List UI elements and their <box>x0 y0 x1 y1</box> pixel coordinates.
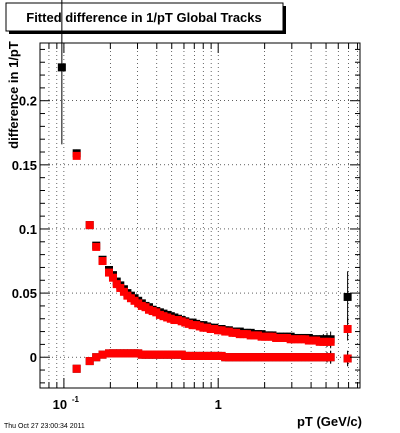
data-point <box>343 354 352 363</box>
plot-frame <box>39 42 361 389</box>
title-frame <box>5 2 284 32</box>
y-axis-label: difference in 1/pT <box>6 41 21 149</box>
data-point <box>326 337 335 346</box>
y-tick-label: 0 <box>30 350 37 365</box>
x-tick-label: 10 <box>53 397 67 412</box>
chart-title-box: Fitted difference in 1/pT Global Tracks <box>5 2 286 34</box>
data-point <box>98 257 107 266</box>
data-point <box>98 350 107 359</box>
data-point <box>72 364 81 373</box>
data-point <box>343 292 352 301</box>
title-shadow-bottom <box>9 31 286 34</box>
data-point <box>57 63 66 72</box>
data-points <box>57 63 352 373</box>
timestamp-footer: Thu Oct 27 23:00:34 2011 <box>4 423 85 430</box>
y-tick-label: 0.15 <box>12 158 37 173</box>
data-point <box>104 268 113 277</box>
data-point <box>92 353 101 362</box>
x-tick-label: 1 <box>215 397 222 412</box>
data-point <box>72 151 81 160</box>
x-tick-label-exponent: -1 <box>72 395 80 404</box>
tick-labels: 0 0.05 0.1 0.15 0.2 10 -1 1 <box>12 94 222 412</box>
y-tick-label: 0.05 <box>12 286 37 301</box>
data-point <box>92 242 101 251</box>
data-point <box>343 325 352 334</box>
axis-ticks <box>39 43 360 388</box>
data-point <box>85 221 94 230</box>
title-shadow-right <box>283 6 286 34</box>
chart-title: Fitted difference in 1/pT Global Tracks <box>26 10 262 25</box>
data-point <box>326 353 335 362</box>
y-tick-label: 0.1 <box>19 222 37 237</box>
grid <box>39 43 360 388</box>
data-point <box>108 273 117 282</box>
data-point <box>85 357 94 366</box>
x-axis-label: pT (GeV/c) <box>297 414 362 429</box>
y-tick-label: 0.2 <box>19 94 37 109</box>
